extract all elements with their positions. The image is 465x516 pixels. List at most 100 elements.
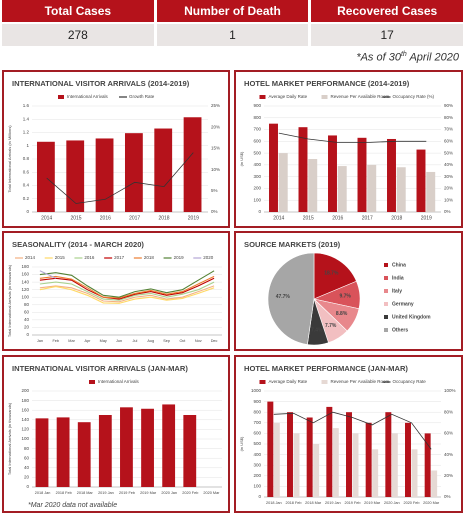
legend-label: Italy <box>392 288 402 294</box>
bar <box>306 417 313 497</box>
legend-label: Growth Rate <box>129 94 155 99</box>
y-tick-label: 100 <box>21 294 29 299</box>
note-text: April 2020 <box>409 51 459 64</box>
legend-swatch <box>384 302 388 306</box>
bar <box>124 133 143 212</box>
chart-title: INTERNATIONAL VISITOR ARRIVALS (JAN-MAR) <box>12 364 188 373</box>
bar <box>326 406 333 497</box>
bar <box>426 171 436 212</box>
cell: 278 <box>2 24 154 46</box>
y-tick-label: 700 <box>253 420 261 425</box>
x-tick-label: Mar <box>68 339 75 343</box>
legend-swatch <box>89 380 95 384</box>
bar <box>372 449 379 497</box>
y-tick-label: 0 <box>26 209 29 214</box>
y-tick-label: 800 <box>253 115 261 120</box>
y-tick-label: 1.2 <box>23 130 30 135</box>
y-tick-label: 900 <box>253 399 261 404</box>
x-tick-label: 2019 Feb <box>344 501 360 505</box>
y-tick-label: 100 <box>253 197 261 202</box>
y2-tick-label: 90% <box>444 103 453 108</box>
bar <box>183 415 197 487</box>
bar <box>273 422 280 497</box>
y-tick-label: 0 <box>26 332 29 337</box>
y-tick-label: 120 <box>21 427 29 432</box>
pie-slice <box>313 252 357 300</box>
y-tick-label: 0.2 <box>23 196 30 201</box>
bar <box>77 422 91 487</box>
x-tick-label: Nov <box>195 339 202 343</box>
summary-table: Total Cases Number of Death Recovered Ca… <box>2 0 463 46</box>
x-tick-label: May <box>100 339 107 343</box>
x-tick-label: Feb <box>52 339 59 343</box>
annotation: *Mar 2020 data not available <box>28 502 117 509</box>
x-tick-label: Jun <box>116 339 122 343</box>
y2-tick-label: 20% <box>444 473 453 478</box>
bar <box>35 418 49 487</box>
cell: 17 <box>311 24 463 46</box>
y2-tick-label: 100% <box>444 388 456 393</box>
legend-label: 2018 <box>144 255 155 260</box>
column-header: Recovered Cases <box>311 0 463 22</box>
bar <box>352 433 359 497</box>
x-tick-label: Jan <box>37 339 43 343</box>
y2-tick-label: 50% <box>444 150 453 155</box>
bar <box>298 127 308 212</box>
legend-swatch <box>321 95 328 99</box>
x-tick-label: 2020 Feb <box>403 501 419 505</box>
x-tick-label: 2015 <box>70 215 81 221</box>
legend-label: United Kingdom <box>392 314 431 320</box>
y2-tick-label: 20% <box>444 186 453 191</box>
line <box>39 270 57 279</box>
y-tick-label: 80 <box>24 302 30 307</box>
x-tick-label: 2018 Feb <box>56 491 72 495</box>
x-tick-label: 2019 Feb <box>119 491 135 495</box>
line <box>278 132 427 143</box>
slice-label: 8.8% <box>336 311 348 317</box>
y-tick-label: 160 <box>21 272 29 277</box>
y2-tick-label: 10% <box>444 197 453 202</box>
y2-tick-label: 60% <box>444 139 453 144</box>
legend-swatch <box>384 276 388 280</box>
legend-label: Revenue Per Available Room <box>331 94 390 99</box>
y2-tick-label: 10% <box>211 167 220 172</box>
as-of-note: *As of 30th April 2020 <box>356 51 459 64</box>
column-header: Total Cases <box>2 0 154 22</box>
x-tick-label: 2019 Jan <box>325 501 341 505</box>
y2-tick-label: 0% <box>444 494 451 499</box>
bar <box>56 417 70 487</box>
legend-swatch <box>259 95 266 99</box>
x-tick-label: 2020 Jan <box>384 501 400 505</box>
y-tick-label: 180 <box>21 264 29 269</box>
panel <box>2 231 230 351</box>
x-tick-label: 2019 <box>421 215 432 221</box>
bar <box>313 444 320 497</box>
bar <box>278 153 288 212</box>
x-tick-label: Oct <box>179 339 186 343</box>
line <box>39 270 215 298</box>
x-tick-label: 2020 Mar <box>423 501 440 505</box>
legend-swatch <box>384 263 388 267</box>
line <box>273 411 432 450</box>
x-tick-label: Apr <box>84 339 91 343</box>
y-tick-label: 60 <box>24 455 30 460</box>
x-tick-label: 2018 Feb <box>285 501 301 505</box>
y-tick-label: 700 <box>253 127 261 132</box>
y-tick-label: 600 <box>253 431 261 436</box>
y-tick-label: 200 <box>21 388 29 393</box>
y-tick-label: 140 <box>21 417 29 422</box>
x-tick-label: Sep <box>163 339 170 343</box>
y2-tick-label: 30% <box>444 174 453 179</box>
chart-title: SOURCE MARKETS (2019) <box>244 240 341 249</box>
bar <box>287 412 293 497</box>
pie-slice <box>267 252 315 345</box>
y2-tick-label: 0% <box>211 209 218 214</box>
y2-tick-label: 40% <box>444 452 453 457</box>
y2-tick-label: 60% <box>444 431 453 436</box>
slice-label: 47.7% <box>276 294 291 300</box>
bar <box>293 433 300 497</box>
y-tick-label: 0.4 <box>23 183 30 188</box>
x-tick-label: 2020 Feb <box>182 491 198 495</box>
y-tick-label: 100 <box>253 484 261 489</box>
x-tick-label: 2017 <box>129 215 140 221</box>
